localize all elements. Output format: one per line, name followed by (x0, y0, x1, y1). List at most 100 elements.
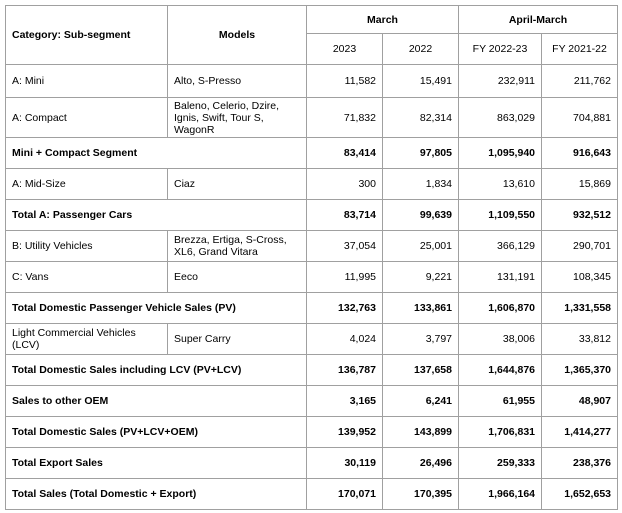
value-cell: 290,701 (541, 230, 618, 262)
table-row: A: Mini Alto, S-Presso 11,582 15,491 232,911… (5, 64, 618, 98)
value-cell: 26,496 (382, 447, 459, 479)
value-cell: 170,395 (382, 478, 459, 510)
header-cell: Models (167, 5, 307, 65)
value-cell: 30,119 (306, 447, 383, 479)
value-cell: 83,414 (306, 137, 383, 169)
category-cell: Total Sales (Total Domestic + Export) (5, 478, 307, 510)
category-cell: A: Mid-Size (5, 168, 168, 200)
value-cell: 863,029 (458, 97, 542, 138)
header-cell: 2023 (306, 33, 383, 65)
models-cell: Eeco (167, 261, 307, 293)
value-cell: 83,714 (306, 199, 383, 231)
table-body: A: Mini Alto, S-Presso 11,582 15,491 232,911… (5, 64, 618, 510)
value-cell: 97,805 (382, 137, 459, 169)
models-cell: Super Carry (167, 323, 307, 355)
value-cell: 71,832 (306, 97, 383, 138)
table-row: Total Export Sales 30,119 26,496 259,333 238… (5, 447, 618, 479)
value-cell: 1,365,370 (541, 354, 618, 386)
category-cell: A: Compact (5, 97, 168, 138)
category-cell: Total Domestic Sales (PV+LCV+OEM) (5, 416, 307, 448)
header-cell: Category: Sub-segment (5, 5, 168, 65)
value-cell: 13,610 (458, 168, 542, 200)
value-cell: 1,706,831 (458, 416, 542, 448)
header-cell: FY 2022-23 (458, 33, 542, 65)
table-row: Total A: Passenger Cars 83,714 99,639 1,109… (5, 199, 618, 231)
value-cell: 3,165 (306, 385, 383, 417)
value-cell: 82,314 (382, 97, 459, 138)
table-row: Sales to other OEM 3,165 6,241 61,955 48,907 (5, 385, 618, 417)
value-cell: 1,414,277 (541, 416, 618, 448)
value-cell: 132,763 (306, 292, 383, 324)
category-cell: A: Mini (5, 64, 168, 98)
category-cell: Sales to other OEM (5, 385, 307, 417)
value-cell: 15,491 (382, 64, 459, 98)
value-cell: 3,797 (382, 323, 459, 355)
value-cell: 1,966,164 (458, 478, 542, 510)
value-cell: 38,006 (458, 323, 542, 355)
value-cell: 25,001 (382, 230, 459, 262)
category-cell: Total Export Sales (5, 447, 307, 479)
value-cell: 1,109,550 (458, 199, 542, 231)
table-row: Total Domestic Sales (PV+LCV+OEM) 139,952… (5, 416, 618, 448)
sales-table: Category: Sub-segment Models March April… (5, 5, 618, 510)
value-cell: 211,762 (541, 64, 618, 98)
value-cell: 108,345 (541, 261, 618, 293)
value-cell: 1,644,876 (458, 354, 542, 386)
header-row: 2023 2022 FY 2022-23 FY 2021-22 (6, 33, 618, 65)
value-cell: 232,911 (458, 64, 542, 98)
value-cell: 6,241 (382, 385, 459, 417)
value-cell: 15,869 (541, 168, 618, 200)
table-row: Total Sales (Total Domestic + Export) 170… (5, 478, 618, 510)
table-row: A: Mid-Size Ciaz 300 1,834 13,610 15,869 (5, 168, 618, 200)
value-cell: 300 (306, 168, 383, 200)
header-cell: FY 2021-22 (541, 33, 618, 65)
value-cell: 916,643 (541, 137, 618, 169)
table-row: Total Domestic Sales including LCV (PV+L… (5, 354, 618, 386)
value-cell: 238,376 (541, 447, 618, 479)
category-cell: C: Vans (5, 261, 168, 293)
value-cell: 48,907 (541, 385, 618, 417)
header-row: Category: Sub-segment Models March April… (5, 5, 618, 65)
table-row: C: Vans Eeco 11,995 9,221 131,191 108,345 (5, 261, 618, 293)
value-cell: 1,606,870 (458, 292, 542, 324)
value-cell: 11,582 (306, 64, 383, 98)
value-cell: 137,658 (382, 354, 459, 386)
value-cell: 136,787 (306, 354, 383, 386)
table-row: Total Domestic Passenger Vehicle Sales (… (5, 292, 618, 324)
models-cell: Baleno, Celerio, Dzire, Ignis, Swift, To… (167, 97, 307, 138)
table-row: A: Compact Baleno, Celerio, Dzire, Ignis,… (5, 97, 618, 138)
value-cell: 1,095,940 (458, 137, 542, 169)
value-cell: 37,054 (306, 230, 383, 262)
value-cell: 4,024 (306, 323, 383, 355)
value-cell: 139,952 (306, 416, 383, 448)
header-cell: 2022 (382, 33, 459, 65)
value-cell: 170,071 (306, 478, 383, 510)
models-cell: Alto, S-Presso (167, 64, 307, 98)
models-cell: Ciaz (167, 168, 307, 200)
category-cell: Total A: Passenger Cars (5, 199, 307, 231)
value-cell: 61,955 (458, 385, 542, 417)
models-cell: Brezza, Ertiga, S-Cross, XL6, Grand Vita… (167, 230, 307, 262)
category-cell: Total Domestic Passenger Vehicle Sales (… (5, 292, 307, 324)
value-cell: 143,899 (382, 416, 459, 448)
category-cell: Light Commercial Vehicles (LCV) (5, 323, 168, 355)
table-row: Mini + Compact Segment 83,414 97,805 1,095,… (5, 137, 618, 169)
category-cell: Total Domestic Sales including LCV (PV+L… (5, 354, 307, 386)
value-cell: 11,995 (306, 261, 383, 293)
value-cell: 259,333 (458, 447, 542, 479)
category-cell: Mini + Compact Segment (5, 137, 307, 169)
value-cell: 133,861 (382, 292, 459, 324)
value-cell: 704,881 (541, 97, 618, 138)
value-cell: 1,834 (382, 168, 459, 200)
header-cell: April-March (458, 5, 618, 34)
category-cell: B: Utility Vehicles (5, 230, 168, 262)
value-cell: 131,191 (458, 261, 542, 293)
value-cell: 932,512 (541, 199, 618, 231)
table-header: Category: Sub-segment Models March April… (5, 5, 618, 65)
value-cell: 1,652,653 (541, 478, 618, 510)
value-cell: 9,221 (382, 261, 459, 293)
header-cell: March (306, 5, 459, 34)
value-cell: 1,331,558 (541, 292, 618, 324)
table-row: Light Commercial Vehicles (LCV) Super Car… (5, 323, 618, 355)
